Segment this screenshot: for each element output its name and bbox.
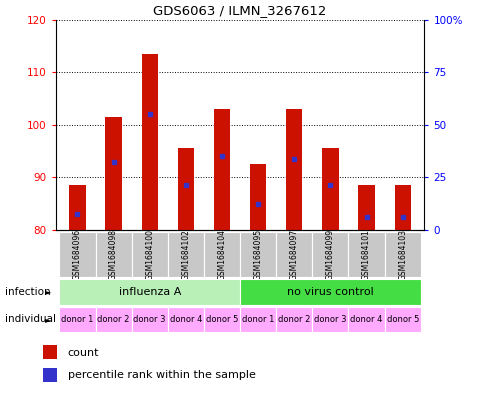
Text: donor 2: donor 2 [97,315,130,324]
Text: GSM1684102: GSM1684102 [181,229,190,280]
Text: donor 3: donor 3 [314,315,346,324]
Bar [322,149,338,230]
Bar [312,232,348,277]
Title: GDS6063 / ILMN_3267612: GDS6063 / ILMN_3267612 [153,4,326,17]
Text: GSM1684096: GSM1684096 [73,229,82,280]
Bar [358,185,374,230]
Text: no virus control: no virus control [287,287,373,297]
Text: GSM1684097: GSM1684097 [289,229,298,280]
Text: donor 4: donor 4 [169,315,202,324]
Bar [384,307,420,332]
Text: donor 4: donor 4 [349,315,382,324]
Text: donor 2: donor 2 [277,315,310,324]
Bar [384,232,420,277]
Bar [105,117,121,230]
Bar [203,232,240,277]
Text: GSM1684100: GSM1684100 [145,229,154,280]
Bar [69,185,85,230]
Bar [276,307,312,332]
Text: count: count [68,347,99,358]
Bar [131,232,167,277]
Bar [240,279,420,305]
Text: percentile rank within the sample: percentile rank within the sample [68,370,255,380]
Text: ►: ► [45,315,51,324]
Bar [177,149,194,230]
Bar [167,232,203,277]
Text: ►: ► [45,287,51,296]
Text: influenza A: influenza A [118,287,181,297]
Text: donor 3: donor 3 [133,315,166,324]
Text: infection: infection [5,287,50,297]
Text: donor 1: donor 1 [61,315,93,324]
Text: GSM1684099: GSM1684099 [325,229,334,280]
Text: GSM1684103: GSM1684103 [397,229,407,280]
Bar [312,307,348,332]
Text: donor 5: donor 5 [386,315,418,324]
Bar [59,232,95,277]
Text: donor 5: donor 5 [205,315,238,324]
Bar [394,185,410,230]
Bar [348,232,384,277]
Bar [141,54,157,230]
Text: individual: individual [5,314,56,324]
Bar [131,307,167,332]
Bar [43,345,57,359]
Bar [240,232,276,277]
Text: GSM1684095: GSM1684095 [253,229,262,280]
Bar [240,307,276,332]
Bar [213,109,230,230]
Bar [95,307,131,332]
Text: donor 1: donor 1 [242,315,274,324]
Text: GSM1684098: GSM1684098 [109,229,118,280]
Bar [167,307,203,332]
Bar [348,307,384,332]
Text: GSM1684101: GSM1684101 [362,229,370,280]
Bar [43,368,57,382]
Text: GSM1684104: GSM1684104 [217,229,226,280]
Bar [276,232,312,277]
Bar [59,307,95,332]
Bar [286,109,302,230]
Bar [95,232,131,277]
Bar [203,307,240,332]
Bar [59,279,240,305]
Bar [249,164,266,230]
